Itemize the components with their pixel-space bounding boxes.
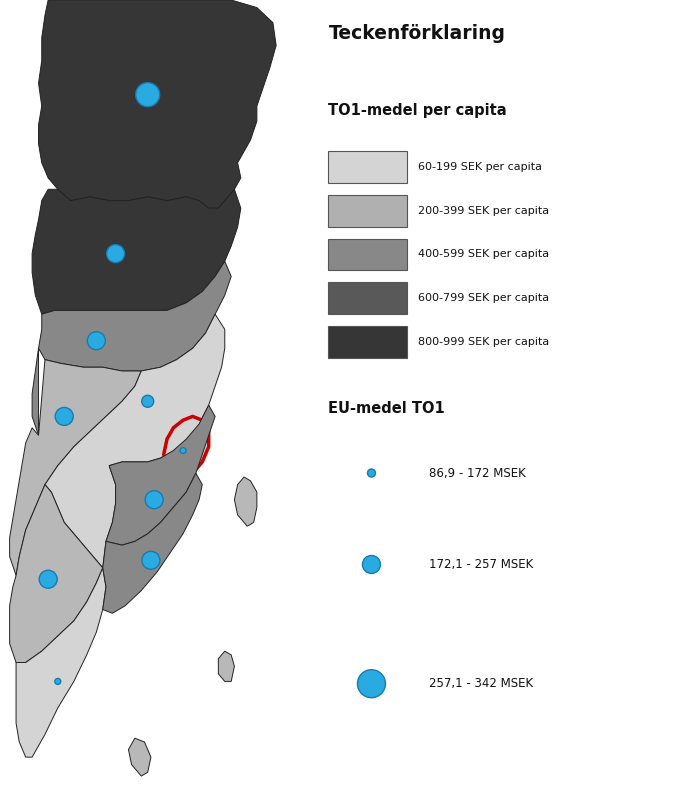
Polygon shape [164, 417, 209, 485]
Polygon shape [9, 485, 103, 662]
Polygon shape [128, 739, 151, 776]
Polygon shape [103, 473, 202, 613]
Ellipse shape [358, 669, 385, 698]
Ellipse shape [39, 570, 57, 588]
Ellipse shape [145, 491, 163, 509]
Text: 800-999 SEK per capita: 800-999 SEK per capita [418, 337, 550, 347]
Polygon shape [9, 359, 141, 576]
Ellipse shape [180, 448, 186, 453]
Text: TO1-medel per capita: TO1-medel per capita [329, 103, 507, 118]
FancyBboxPatch shape [329, 282, 407, 314]
Text: 60-199 SEK per capita: 60-199 SEK per capita [418, 162, 542, 172]
Ellipse shape [362, 556, 381, 573]
Polygon shape [16, 568, 106, 757]
Polygon shape [106, 405, 215, 545]
Polygon shape [32, 262, 231, 436]
FancyBboxPatch shape [329, 151, 407, 183]
FancyBboxPatch shape [329, 326, 407, 358]
Text: 86,9 - 172 MSEK: 86,9 - 172 MSEK [429, 467, 525, 479]
Text: Teckenförklaring: Teckenförklaring [329, 24, 506, 43]
Polygon shape [45, 314, 224, 568]
Text: EU-medel TO1: EU-medel TO1 [329, 401, 445, 417]
Polygon shape [39, 0, 276, 208]
Text: 257,1 - 342 MSEK: 257,1 - 342 MSEK [429, 677, 533, 690]
Text: 600-799 SEK per capita: 600-799 SEK per capita [418, 293, 549, 303]
Text: 200-399 SEK per capita: 200-399 SEK per capita [418, 206, 549, 215]
FancyBboxPatch shape [329, 195, 407, 227]
Ellipse shape [55, 407, 73, 425]
Ellipse shape [55, 678, 61, 684]
Ellipse shape [142, 395, 153, 407]
Text: 400-599 SEK per capita: 400-599 SEK per capita [418, 250, 549, 259]
Ellipse shape [107, 245, 124, 262]
Polygon shape [218, 651, 235, 681]
Ellipse shape [368, 469, 375, 477]
Polygon shape [32, 189, 241, 314]
Ellipse shape [87, 332, 105, 350]
Polygon shape [235, 477, 257, 526]
FancyBboxPatch shape [329, 238, 407, 270]
Ellipse shape [136, 83, 160, 107]
Text: 172,1 - 257 MSEK: 172,1 - 257 MSEK [429, 558, 533, 571]
Ellipse shape [142, 551, 160, 569]
